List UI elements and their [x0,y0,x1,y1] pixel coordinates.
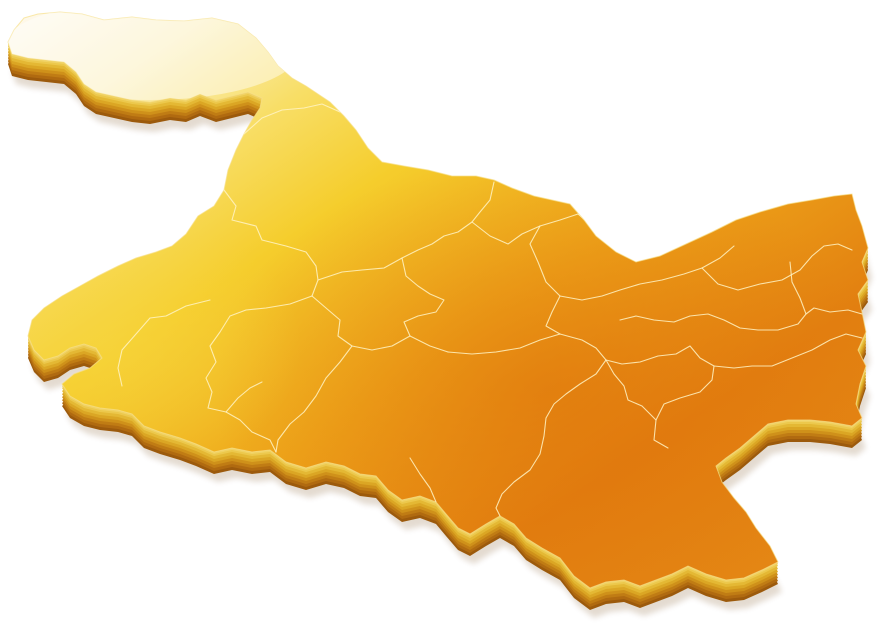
region-border-shuangyashan-south [789,261,863,315]
region-border-jixi [713,333,863,369]
region-border-suihua-west [401,257,449,353]
region-border-heihe-west [223,189,319,297]
region-border-yichun-east [471,213,593,245]
region-border-daqing-inner [225,381,263,413]
region-border-qiqihar-east [205,295,313,453]
region-border-qitaihe [619,313,807,331]
region-border-daqing-east [275,345,353,453]
region-border-mudanjiang-west [495,359,607,517]
region-border-harbin-south [409,457,437,503]
region-border-heihe-south [317,181,495,281]
region-border-jiamusi-west [529,225,735,301]
region-borders [117,103,863,517]
region-border-qiqihar-west [117,299,211,387]
region-border-jiamusi-south [545,295,561,335]
region-border-mudanjiang-inner [605,359,657,421]
region-border-suihua-south [311,295,411,351]
region-border-daxinganling [243,103,341,135]
region-border-harbin-north [447,333,607,361]
